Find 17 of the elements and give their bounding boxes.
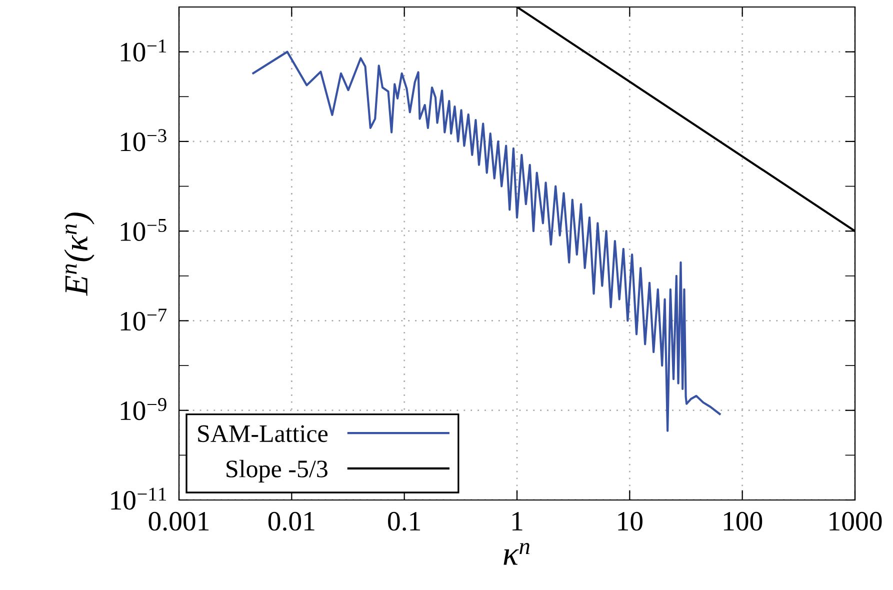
x-axis-title: κ$^{n}$ — [504, 542, 530, 565]
y-tick-label: 10$^{−9}$ — [120, 398, 166, 420]
x-tick-label: 0.01 — [268, 512, 314, 531]
x-tick-label: 0.001 — [148, 512, 209, 531]
x-tick-label: 100 — [724, 512, 762, 531]
x-tick-label: 1 — [512, 512, 522, 530]
x-tick-label: 1000 — [830, 512, 882, 531]
x-tick-label: 0.1 — [388, 512, 420, 531]
y-tick-label: 10$^{−11}$ — [111, 488, 166, 510]
legend-label: Slope -5/3 — [226, 460, 328, 482]
x-tick-label: 10 — [618, 512, 642, 531]
y-tick-label: 10$^{−5}$ — [120, 219, 166, 241]
y-tick-label: 10$^{−7}$ — [120, 308, 167, 331]
y-tick-label: 10$^{−1}$ — [120, 40, 166, 62]
y-tick-label: 10$^{−3}$ — [120, 129, 166, 152]
legend-label: SAM-Lattice — [198, 425, 328, 442]
y-axis-title: E$^{n}$(κ$^{n}$) — [64, 212, 94, 296]
